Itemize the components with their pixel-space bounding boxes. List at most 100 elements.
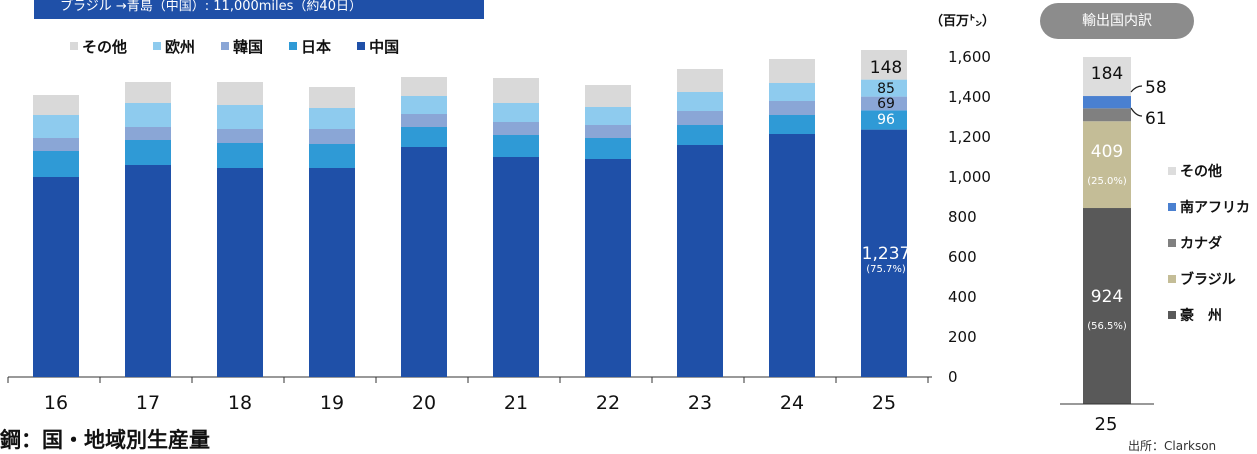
bar-19-series-2 [309,129,355,144]
bar-22-series-3 [585,107,631,125]
side-bar-series-3 [1083,96,1131,109]
legend-label-other: その他 [82,37,128,56]
bar-20-series-3 [401,96,447,114]
legend-item-europe: 欧州 [153,36,195,57]
bar-25-series-2 [861,96,907,111]
bar-21-series-4 [493,78,539,103]
bar-16-series-4 [33,95,79,115]
side-legend-swatch-other [1168,166,1176,175]
side-legend-label-brazil: ブラジル [1180,271,1236,288]
bar-19-series-1 [309,144,355,168]
bar-17-series-1 [125,140,171,165]
y-tick-label: 1,600 [948,48,991,66]
x-label-18: 18 [228,392,252,414]
bar-16-series-1 [33,151,79,177]
bar-23-series-2 [677,111,723,125]
bar-22-series-2 [585,125,631,138]
x-label-22: 22 [596,392,620,414]
exporter-legend: その他 南アフリカ カナダ ブラジル 豪 州 [1168,160,1250,340]
main-bars [33,50,907,377]
label-china-value-25: 1,237 [862,244,911,264]
side-legend-label-canada: カナダ [1180,235,1222,252]
side-legend-label-australia: 豪 州 [1180,307,1222,324]
label-side-australia-pct: (56.5%) [1087,321,1127,332]
label-side-australia-value: 924 [1091,287,1123,307]
label-other-25: 148 [870,58,902,78]
route-banner: ブラジル →青島（中国）: 11,000miles（約40日） [34,0,484,19]
legend-swatch-europe [153,42,162,50]
legend-swatch-china [357,42,366,50]
y-tick-label: 400 [948,288,977,306]
bar-20-series-2 [401,114,447,127]
y-tick-label: 1,200 [948,128,991,146]
bar-17-series-0 [125,165,171,377]
bar-22-series-0 [585,159,631,377]
exporter-breakdown-header: 輸出国内訳 [1040,3,1194,39]
bar-24-series-0 [769,134,815,377]
exporter-bar [1083,57,1131,404]
bar-21-series-0 [493,157,539,377]
side-legend-item-canada: カナダ [1168,232,1250,253]
bar-23-series-1 [677,125,723,145]
leader-south-africa [1130,85,1143,93]
exporter-bar-labels: 184 409 (25.0%) 924 (56.5%) 58 61 25 [1060,64,1167,435]
side-legend-label-other: その他 [1180,163,1222,180]
x-label-23: 23 [688,392,712,414]
side-legend-label-south-africa: 南アフリカ [1180,199,1250,216]
bar-18-series-2 [217,129,263,143]
legend-swatch-other [70,42,78,50]
bar-18-series-0 [217,168,263,377]
side-legend-item-brazil: ブラジル [1168,268,1250,289]
last-bar-labels: 148 85 69 96 1,237 (75.7%) [862,58,911,275]
legend-swatch-japan [289,42,298,50]
bar-17-series-3 [125,103,171,127]
side-legend-item-australia: 豪 州 [1168,304,1250,325]
y-tick-label: 0 [948,368,958,386]
x-axis-labels: 16 17 18 19 20 21 22 23 24 25 [44,392,896,414]
x-axis-ticks [7,377,929,383]
side-bar-series-2 [1083,108,1131,122]
legend-label-china: 中国 [369,37,400,56]
legend-item-other: その他 [70,36,127,57]
side-legend-swatch-brazil [1168,274,1176,283]
bar-25-series-4 [861,50,907,80]
label-korea-25: 69 [877,96,895,112]
bar-22-series-4 [585,85,631,107]
bar-23-series-3 [677,92,723,111]
source-note: 出所：Clarkson [1128,439,1217,453]
side-legend-swatch-australia [1168,310,1176,319]
label-europe-25: 85 [877,81,895,97]
bar-22-series-1 [585,138,631,159]
x-label-20: 20 [412,392,436,414]
side-bar-series-4 [1083,57,1131,97]
label-china-pct-25: (75.7%) [866,264,906,275]
y-tick-label: 600 [948,248,977,266]
bar-18-series-1 [217,143,263,168]
label-side-other: 184 [1091,64,1123,84]
leader-canada [1130,107,1143,117]
bar-21-series-1 [493,135,539,157]
y-tick-label: 1,000 [948,168,991,186]
x-label-25: 25 [872,392,896,414]
side-bar-series-1 [1083,121,1131,209]
label-japan-25: 96 [877,112,895,128]
y-tick-label: 800 [948,208,977,226]
bar-25-series-0 [861,129,907,377]
legend-item-korea: 韓国 [221,36,263,57]
bar-19-series-0 [309,168,355,377]
legend-label-korea: 韓国 [233,37,264,56]
side-legend-item-other: その他 [1168,160,1250,181]
y-tick-label: 200 [948,328,977,346]
unit-label: （百万㌧） [930,14,996,29]
y-axis-labels: 0 200 400 600 800 1,000 1,200 1,400 1,600 [948,48,991,386]
bar-20-series-4 [401,77,447,96]
bar-16-series-2 [33,138,79,151]
bar-23-series-0 [677,145,723,377]
bar-24-series-4 [769,59,815,83]
bar-18-series-4 [217,82,263,105]
bar-20-series-0 [401,147,447,377]
legend-item-japan: 日本 [289,36,331,57]
bar-16-series-3 [33,115,79,138]
label-side-south-africa: 58 [1145,78,1167,98]
